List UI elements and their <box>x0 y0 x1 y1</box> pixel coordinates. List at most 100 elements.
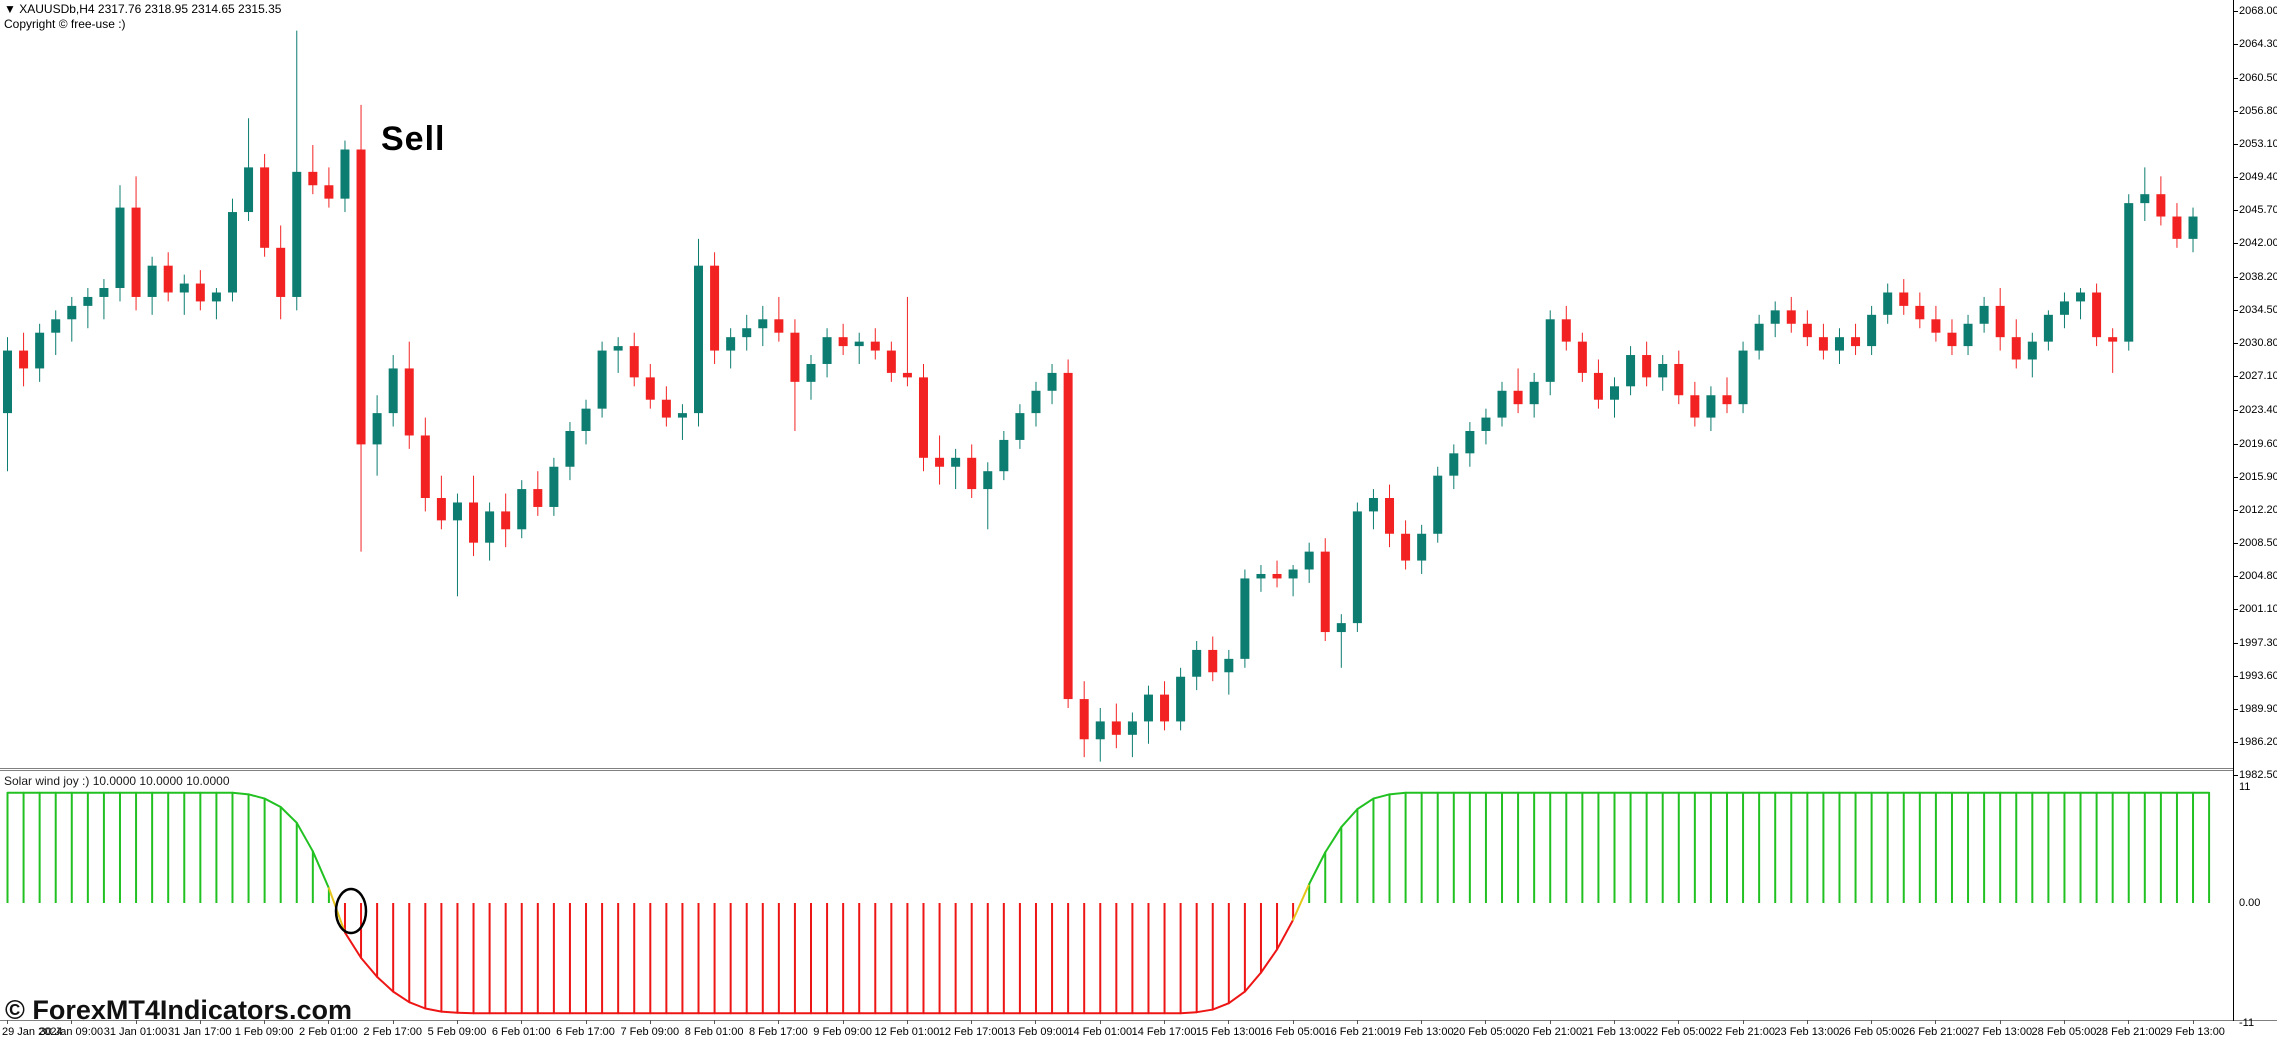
candle <box>2076 292 2086 302</box>
candle <box>2108 337 2118 342</box>
candle <box>1963 323 1973 347</box>
candle <box>404 368 414 436</box>
candle <box>485 511 495 543</box>
candle <box>806 363 816 382</box>
candle <box>83 296 93 306</box>
time-axis-tick <box>1164 1020 1166 1024</box>
price-axis-label: 2008.50 <box>2239 536 2277 549</box>
price-axis-label: 2056.80 <box>2239 105 2277 118</box>
candle <box>372 413 382 445</box>
time-axis-tick <box>1999 1020 2001 1024</box>
candle <box>790 332 800 382</box>
time-axis-tick <box>456 1020 458 1024</box>
candle <box>870 341 880 351</box>
price-axis-label: 1993.60 <box>2239 669 2277 682</box>
time-axis-label: 29 Feb 13:00 <box>2160 1026 2225 1038</box>
candle <box>2059 301 2069 315</box>
candle <box>854 341 864 347</box>
price-axis-tick <box>2233 409 2238 411</box>
candle <box>1031 390 1041 414</box>
candle <box>2140 194 2150 204</box>
candle <box>1160 694 1170 722</box>
candle <box>1722 395 1732 405</box>
candle <box>1513 390 1523 405</box>
price-axis-tick <box>2233 741 2238 743</box>
price-axis-tick <box>2233 775 2238 777</box>
candle <box>2188 216 2198 239</box>
time-axis-tick <box>1356 1020 1358 1024</box>
candle <box>1947 332 1957 347</box>
time-axis-label: 26 Feb 21:00 <box>1902 1026 1968 1038</box>
candle <box>694 265 704 414</box>
symbol-ohlc-readout[interactable]: ▼ XAUUSDb,H4 2317.76 2318.95 2314.65 231… <box>4 2 281 16</box>
candle <box>1529 381 1539 405</box>
price-axis-label: 2012.20 <box>2239 503 2277 516</box>
candle <box>195 283 205 302</box>
time-axis-tick <box>1099 1020 1101 1024</box>
candle <box>613 346 623 351</box>
time-axis-tick <box>135 1020 137 1024</box>
indicator-title: Solar wind joy :) 10.0000 10.0000 10.000… <box>4 774 230 788</box>
time-axis-label: 23 Feb 13:00 <box>1774 1026 1840 1038</box>
time-axis-tick <box>1549 1020 1551 1024</box>
candle <box>1642 355 1652 378</box>
price-axis-tick <box>2233 509 2238 511</box>
candle <box>1851 337 1861 347</box>
price-axis-tick <box>2233 310 2238 312</box>
candle <box>51 319 61 333</box>
candle <box>1497 390 1507 418</box>
price-axis-label: 2034.50 <box>2239 304 2277 317</box>
price-axis-tick <box>2233 111 2238 113</box>
candle <box>1481 417 1491 431</box>
candle <box>179 283 189 293</box>
copyright-text: Copyright © free-use :) <box>4 17 126 31</box>
candle <box>1433 475 1443 534</box>
time-axis-tick <box>2192 1020 2194 1024</box>
candle <box>452 502 462 521</box>
time-axis-label: 5 Feb 09:00 <box>427 1026 487 1038</box>
candle <box>1995 305 2005 338</box>
pane-separator[interactable] <box>0 767 2234 772</box>
time-axis-label: 1 Feb 09:00 <box>234 1026 294 1038</box>
candle <box>597 350 607 409</box>
price-axis-label: 1997.30 <box>2239 636 2277 649</box>
time-axis-tick <box>1678 1020 1680 1024</box>
time-axis-tick <box>2063 1020 2065 1024</box>
time-axis-tick <box>71 1020 73 1024</box>
time-axis-label: 22 Feb 05:00 <box>1645 1026 1711 1038</box>
time-axis-label: 15 Feb 13:00 <box>1195 1026 1261 1038</box>
time-axis-tick <box>1035 1020 1037 1024</box>
time-axis-label: 26 Feb 05:00 <box>1838 1026 1904 1038</box>
candle <box>1417 533 1427 561</box>
time-axis-tick <box>1292 1020 1294 1024</box>
candle <box>1818 337 1828 351</box>
price-axis-label: 2023.40 <box>2239 403 2277 416</box>
candle <box>1143 694 1153 722</box>
price-axis-tick <box>2233 642 2238 644</box>
candle <box>1047 372 1057 391</box>
candle <box>1899 292 1909 306</box>
price-axis-label: 2030.80 <box>2239 337 2277 350</box>
time-axis-label: 16 Feb 05:00 <box>1260 1026 1326 1038</box>
candle <box>1336 623 1346 633</box>
time-axis-tick <box>971 1020 973 1024</box>
candle <box>131 207 141 297</box>
time-axis-label: 12 Feb 17:00 <box>938 1026 1004 1038</box>
candle <box>1352 511 1362 624</box>
price-axis-label: 1989.90 <box>2239 702 2277 715</box>
candle <box>1802 323 1812 338</box>
price-axis-label: 1982.50 <box>2239 769 2277 782</box>
price-axis-tick <box>2233 708 2238 710</box>
candle <box>308 171 318 186</box>
candle <box>1208 649 1218 673</box>
candle <box>1385 498 1395 534</box>
symbol-ohlc-text: XAUUSDb,H4 2317.76 2318.95 2314.65 2315.… <box>19 2 282 16</box>
collapse-arrow-icon[interactable]: ▼ <box>4 2 16 16</box>
time-axis-tick <box>1806 1020 1808 1024</box>
time-axis-tick <box>264 1020 266 1024</box>
price-axis-tick <box>2233 44 2238 46</box>
candle <box>1015 413 1025 440</box>
candle <box>1192 649 1202 677</box>
candle <box>1240 578 1250 659</box>
